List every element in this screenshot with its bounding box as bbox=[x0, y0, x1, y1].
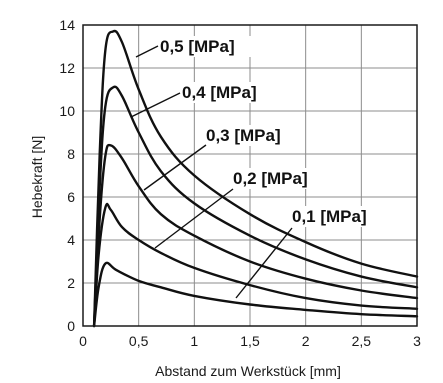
series-label-0: 0,5 [MPa] bbox=[160, 37, 235, 56]
series-line-2 bbox=[92, 143, 419, 328]
series-leader-line-3 bbox=[154, 188, 234, 249]
y-tick-label: 4 bbox=[67, 232, 75, 248]
x-tick-label: 0 bbox=[79, 333, 87, 349]
series-label-background-2 bbox=[203, 125, 301, 146]
x-tick-label: 1,5 bbox=[240, 333, 260, 349]
series-label-4: 0,1 [MPa] bbox=[292, 207, 367, 226]
series-label-background-1 bbox=[179, 82, 277, 103]
y-tick-label: 8 bbox=[67, 146, 75, 162]
x-tick-label: 2,5 bbox=[352, 333, 372, 349]
x-tick-label: 2 bbox=[302, 333, 310, 349]
series-leader-line-4 bbox=[235, 227, 293, 299]
series-labels: 0,5 [MPa] 0,4 [MPa] 0,3 [MPa] 0,2 [MPa] 0,1 … bbox=[157, 36, 387, 227]
y-tick-label: 12 bbox=[59, 60, 75, 76]
series-leader-line-0 bbox=[135, 45, 159, 58]
y-tick-label: 14 bbox=[59, 17, 75, 33]
series-line-0 bbox=[92, 29, 419, 328]
series-leader-line-2 bbox=[143, 144, 207, 191]
series-label-background-3 bbox=[230, 168, 328, 189]
series-line-4 bbox=[92, 261, 419, 328]
x-tick-label: 0,5 bbox=[129, 333, 149, 349]
series-leader-line-1 bbox=[130, 92, 181, 118]
x-axis-label: Abstand zum Werkstück [mm] bbox=[155, 363, 341, 379]
y-tick-label: 10 bbox=[59, 103, 75, 119]
series-label-3: 0,2 [MPa] bbox=[233, 169, 308, 188]
y-axis-label: Hebekraft [N] bbox=[29, 136, 45, 218]
x-tick-label: 3 bbox=[413, 333, 421, 349]
series-line-1 bbox=[92, 85, 419, 328]
y-tick-label: 0 bbox=[67, 318, 75, 334]
series-label-background-4 bbox=[289, 206, 387, 227]
series-label-background-0 bbox=[157, 36, 255, 57]
series-lines bbox=[92, 29, 419, 328]
y-tick-label: 2 bbox=[67, 275, 75, 291]
series-label-2: 0,3 [MPa] bbox=[206, 126, 281, 145]
label-leader-lines bbox=[130, 45, 293, 299]
series-label-1: 0,4 [MPa] bbox=[182, 83, 257, 102]
plot-frame bbox=[82, 24, 418, 327]
y-tick-label: 6 bbox=[67, 189, 75, 205]
x-tick-label: 1 bbox=[190, 333, 198, 349]
series-line-3 bbox=[92, 202, 419, 328]
tick-labels: 0 0,5 1 1,5 2 2,5 3 0 2 4 6 8 10 12 14 bbox=[59, 17, 421, 349]
